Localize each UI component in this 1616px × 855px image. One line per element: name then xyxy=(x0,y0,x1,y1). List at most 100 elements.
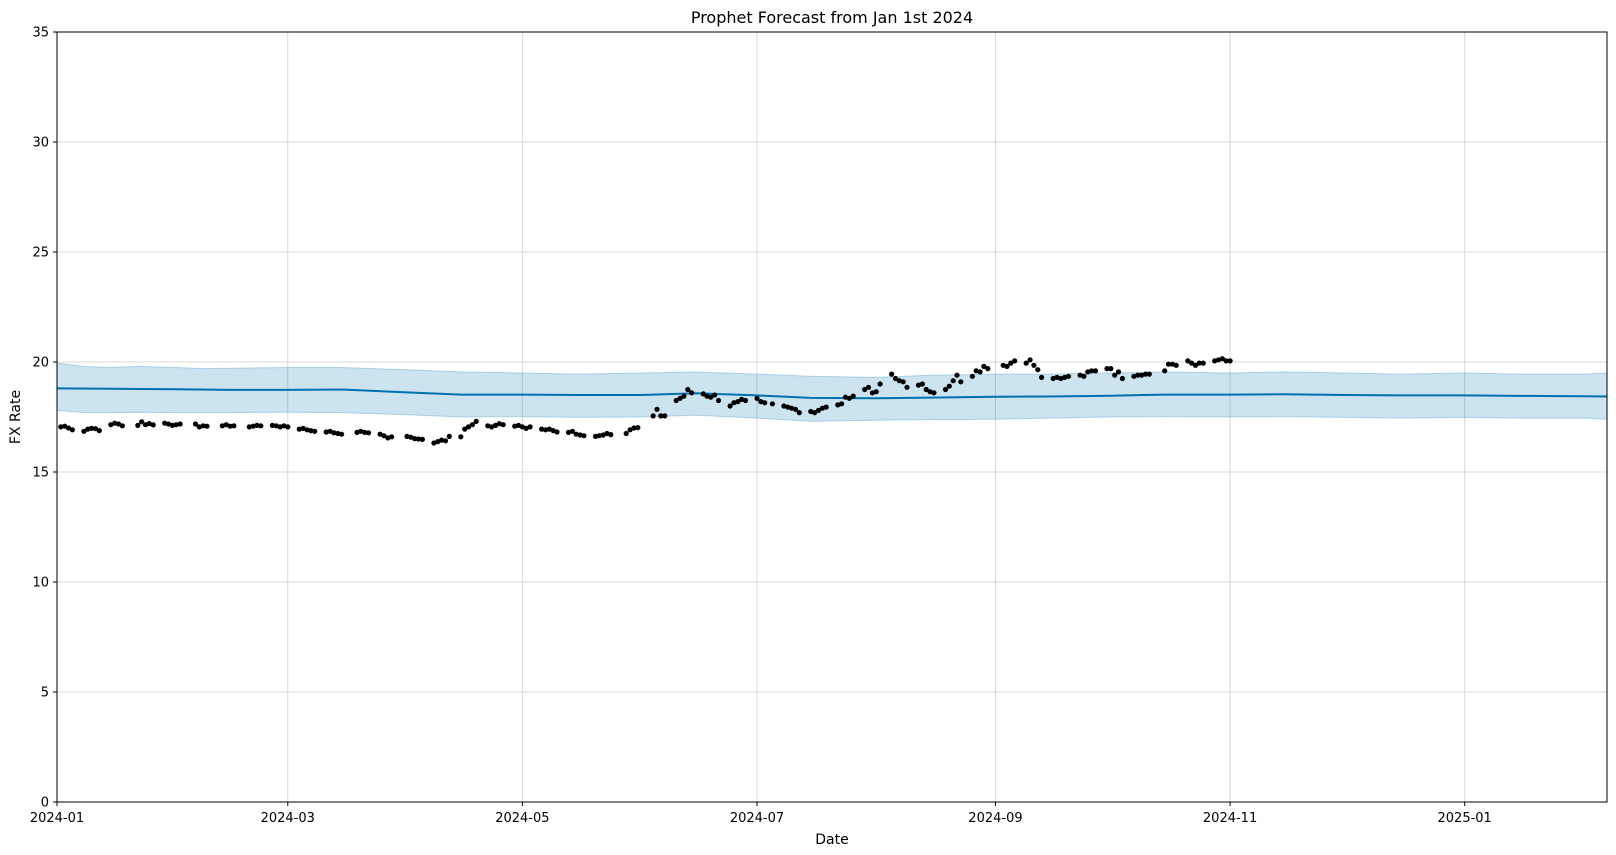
y-tick-label: 35 xyxy=(32,26,49,41)
actual-point xyxy=(715,397,722,404)
actual-point xyxy=(923,386,929,393)
actual-point xyxy=(808,408,814,415)
actual-point xyxy=(1008,360,1014,366)
actual-point xyxy=(769,401,776,407)
actual-point xyxy=(673,397,679,404)
actual-point xyxy=(985,366,991,372)
actual-point xyxy=(981,363,987,369)
actual-point xyxy=(296,426,302,432)
actual-point xyxy=(931,390,937,396)
actual-point xyxy=(727,403,733,409)
actual-point xyxy=(462,426,468,432)
actual-point xyxy=(108,422,114,428)
actual-point xyxy=(969,373,976,379)
chart-title: Prophet Forecast from Jan 1st 2024 xyxy=(691,8,973,27)
actual-point xyxy=(708,394,714,400)
actual-point xyxy=(1215,357,1222,363)
actual-point xyxy=(446,433,452,439)
actual-point xyxy=(412,436,418,442)
actual-point xyxy=(227,423,233,429)
actual-point xyxy=(662,413,668,419)
actual-point xyxy=(1219,356,1225,362)
actual-point xyxy=(850,393,856,399)
actual-point xyxy=(796,410,802,416)
actual-point xyxy=(1192,362,1199,368)
actual-point xyxy=(1196,360,1202,366)
actual-point xyxy=(865,384,872,390)
actual-point xyxy=(573,431,579,437)
actual-point xyxy=(1004,363,1010,369)
x-tick-label: 2024-01 xyxy=(30,811,84,826)
actual-point xyxy=(323,429,329,435)
actual-point xyxy=(731,400,737,406)
actual-point xyxy=(465,424,472,430)
actual-point xyxy=(269,422,275,428)
actual-point xyxy=(650,413,656,419)
actual-point xyxy=(69,427,75,433)
actual-point xyxy=(1112,372,1118,378)
actual-point xyxy=(1089,368,1095,374)
actual-point xyxy=(942,386,949,393)
grid xyxy=(56,31,1607,803)
actual-point xyxy=(781,403,787,409)
actual-point xyxy=(958,379,964,385)
x-tick-label: 2024-09 xyxy=(968,811,1022,826)
actual-point xyxy=(365,430,372,436)
actual-point xyxy=(815,407,822,413)
plot-frame xyxy=(56,31,1608,803)
actual-point xyxy=(439,437,445,443)
actual-point xyxy=(977,369,983,375)
actual-point xyxy=(973,368,979,374)
actual-point xyxy=(1108,366,1114,372)
actual-point xyxy=(689,390,695,396)
actual-point xyxy=(700,391,706,397)
actual-point xyxy=(1200,360,1206,366)
actual-point xyxy=(119,423,125,429)
actual-point xyxy=(904,384,910,390)
actual-point xyxy=(204,423,210,429)
actual-point xyxy=(258,423,264,429)
actual-point xyxy=(473,418,479,424)
actual-point xyxy=(281,423,287,429)
y-tick-label: 10 xyxy=(32,576,49,591)
x-axis: 2024-01 2024-03 2024-05 2024-07 2024-09 2024-… xyxy=(30,802,1492,826)
actual-point xyxy=(1119,375,1125,382)
actual-point xyxy=(285,424,291,430)
actual-point xyxy=(146,421,152,427)
actual-point xyxy=(1081,373,1087,379)
actual-point xyxy=(1185,358,1191,364)
actual-point xyxy=(754,395,760,401)
actual-point xyxy=(946,383,952,389)
actual-point xyxy=(442,438,449,444)
x-tick-label: 2024-11 xyxy=(1203,811,1257,826)
actual-point xyxy=(196,424,202,430)
actual-point xyxy=(58,424,64,430)
actual-point xyxy=(839,401,845,407)
actual-point xyxy=(1131,373,1137,379)
actual-point xyxy=(812,410,818,416)
x-tick-label: 2024-05 xyxy=(495,811,549,826)
actual-point xyxy=(685,386,691,393)
actual-point xyxy=(89,425,95,431)
actual-point xyxy=(1092,368,1099,374)
y-tick-label: 0 xyxy=(41,796,49,811)
actual-point xyxy=(1227,358,1233,364)
actual-point xyxy=(950,378,956,384)
actual-point xyxy=(192,421,199,427)
actual-point xyxy=(308,428,314,434)
actual-point xyxy=(1223,358,1229,364)
actual-point xyxy=(81,428,87,434)
actual-points-group xyxy=(58,356,1233,446)
y-tick-label: 30 xyxy=(32,136,49,151)
x-axis-title: Date xyxy=(815,832,848,848)
actual-point xyxy=(223,422,229,428)
actual-point xyxy=(862,386,868,393)
actual-point xyxy=(569,428,576,434)
actual-point xyxy=(389,434,395,440)
y-axis-title: FX Rate xyxy=(8,390,24,444)
x-tick-label: 2024-03 xyxy=(261,811,315,826)
actual-point xyxy=(469,422,475,428)
actual-point xyxy=(792,406,799,412)
actual-point xyxy=(919,381,926,387)
